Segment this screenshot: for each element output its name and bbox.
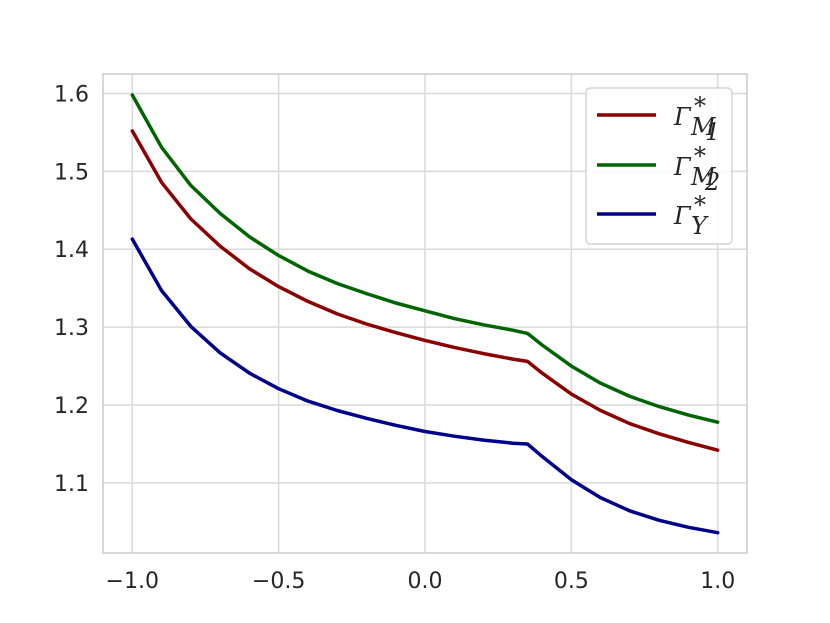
x-tick-label: 0.0 (408, 569, 443, 594)
x-tick-label: 0.5 (554, 569, 589, 594)
legend-label-sup: * (694, 92, 706, 120)
series-layer (130, 93, 720, 535)
y-tick-label: 1.6 (54, 82, 89, 107)
legend-label-sub: M (690, 163, 717, 191)
legend-label-subsub: 2 (704, 168, 720, 196)
x-axis-ticks: −1.0 −0.5 0.0 0.5 1.0 (106, 569, 736, 594)
legend: Γ *M1Γ *M2Γ *Y (585, 87, 733, 245)
legend-label: Γ (673, 202, 692, 230)
y-tick-label: 1.5 (54, 160, 89, 185)
y-tick-label: 1.4 (54, 238, 89, 263)
legend-label-sup: * (694, 142, 706, 170)
legend-label-sub: Y (691, 212, 709, 240)
legend-label-subsub: 1 (705, 118, 720, 146)
legend-label-sub: M (690, 113, 717, 141)
legend-box (585, 87, 733, 245)
x-tick-label: 1.0 (700, 569, 735, 594)
legend-label-sup: * (694, 191, 706, 219)
y-axis-ticks: 1.1 1.2 1.3 1.4 1.5 1.6 (54, 82, 89, 496)
y-tick-label: 1.3 (54, 316, 89, 341)
legend-label: Γ (673, 153, 692, 181)
series-line-3 (130, 237, 720, 535)
x-tick-label: −0.5 (252, 569, 305, 594)
x-tick-label: −1.0 (106, 569, 159, 594)
legend-label: Γ (673, 103, 692, 131)
series-line-2 (130, 93, 720, 424)
y-tick-label: 1.1 (54, 472, 89, 497)
y-tick-label: 1.2 (54, 394, 89, 419)
series-line-1 (130, 129, 720, 452)
plot-frame (102, 73, 748, 554)
